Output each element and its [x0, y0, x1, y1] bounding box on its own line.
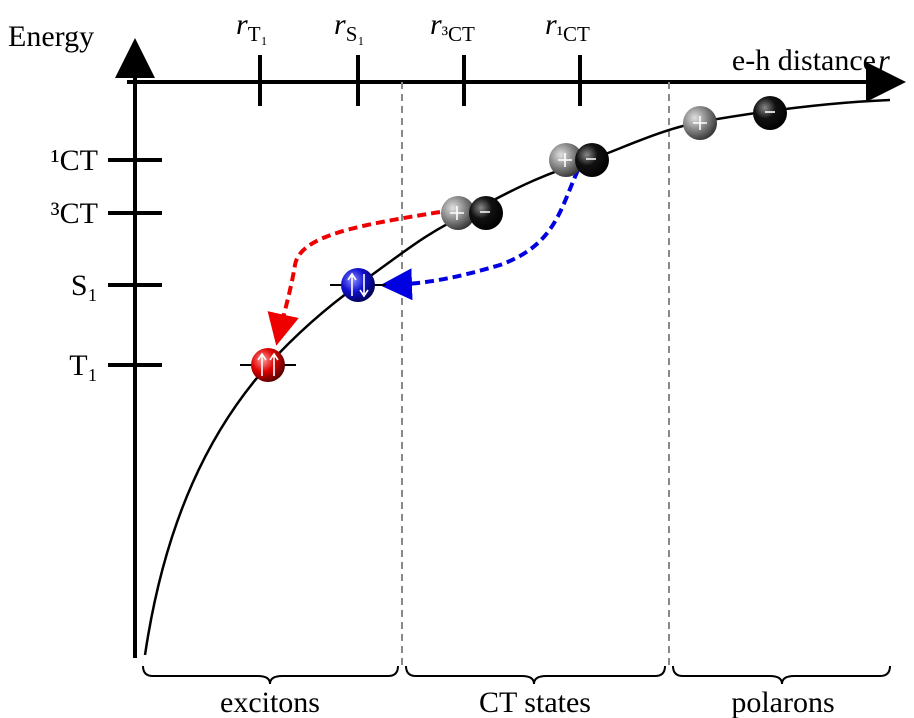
brace	[405, 665, 666, 685]
x-axis-symbol: r	[878, 44, 890, 77]
subscript: S₁	[346, 22, 365, 46]
spin-arrows	[257, 352, 279, 376]
region-dividers	[401, 82, 670, 665]
triplet-exciton	[251, 348, 285, 382]
braces	[142, 665, 891, 685]
region-label: excitons	[220, 686, 320, 718]
electron	[753, 96, 787, 130]
charge-signs	[558, 153, 596, 167]
singlet-exciton	[341, 268, 375, 302]
x-tick-label: rT₁	[236, 8, 268, 46]
subscript: ³CT	[442, 22, 475, 46]
axes	[108, 38, 906, 658]
y-tick-label: ¹CT	[51, 144, 98, 177]
symbol: r	[334, 8, 346, 41]
particles	[240, 96, 787, 382]
transfer-arrow	[267, 210, 441, 346]
brace	[142, 665, 399, 685]
symbol: r	[430, 8, 442, 41]
y-tick-label: S₁	[71, 269, 98, 302]
electron	[575, 143, 609, 177]
spin-arrows	[347, 272, 369, 298]
transfer-arrow	[380, 169, 580, 301]
charge-signs	[693, 116, 707, 130]
subscript: T₁	[248, 22, 268, 46]
y-tick-label: ³CT	[51, 197, 98, 230]
x-tick-label: rS₁	[334, 8, 365, 46]
symbol: r	[236, 8, 248, 41]
x-axis-label: e-h distance	[732, 44, 876, 77]
symbol: r	[545, 8, 557, 41]
brace	[672, 665, 891, 685]
region-label: CT states	[479, 686, 591, 718]
region-label: polarons	[731, 686, 834, 718]
x-tick-label: r¹CT	[545, 8, 590, 46]
charge-signs	[450, 206, 490, 220]
subscript: ¹CT	[557, 22, 590, 46]
y-tick-label: T₁	[69, 349, 98, 382]
y-axis-label: Energy	[8, 20, 94, 53]
x-tick-label: r³CT	[430, 8, 475, 46]
electron	[469, 196, 503, 230]
